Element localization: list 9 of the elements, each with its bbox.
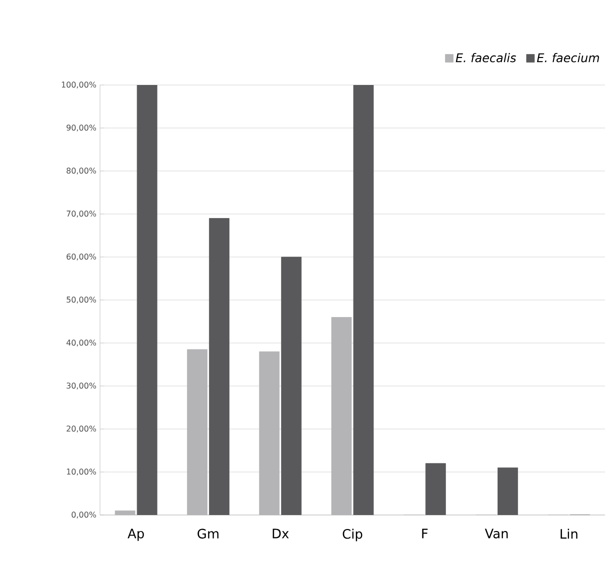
x-tick-label: Van [484, 528, 508, 538]
x-tick-label: F [422, 528, 428, 538]
legend-label: E. faecalis [456, 53, 516, 62]
x-tick-label: Dx [272, 528, 289, 538]
x-tick-label: Cip [342, 528, 362, 542]
x-tick-label: Gm [198, 528, 218, 539]
x-tick-label: Lin [560, 528, 578, 539]
x-tick-label: Ap [128, 528, 144, 541]
legend-label: E. faecium [536, 53, 599, 62]
